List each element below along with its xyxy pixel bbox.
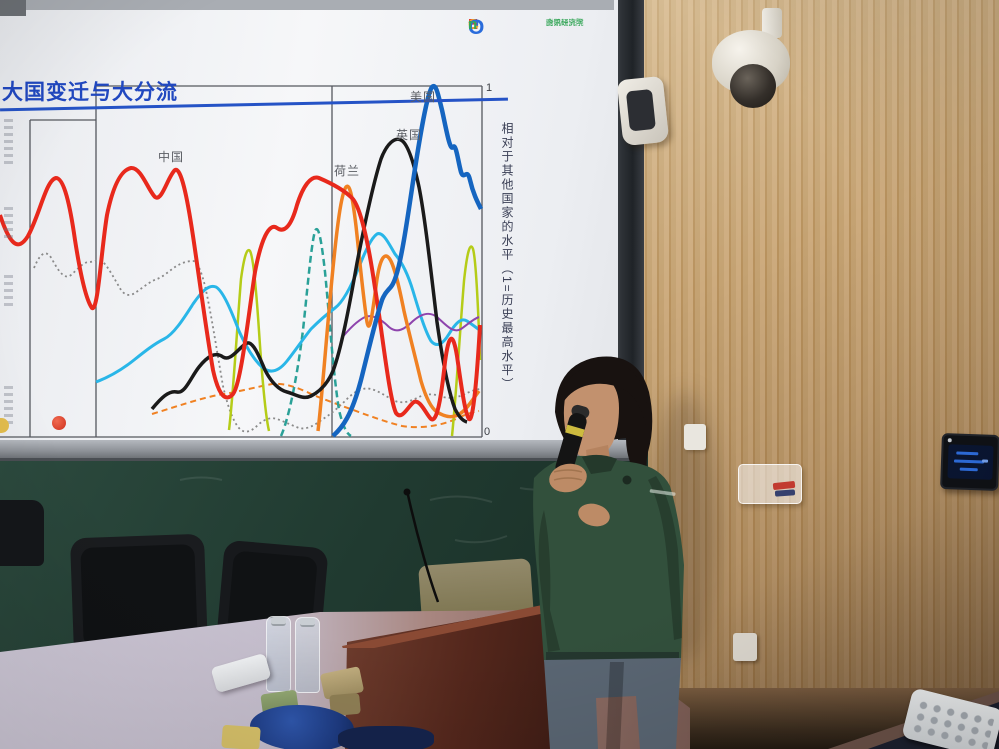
yellow-item	[221, 724, 261, 749]
logo-tagline-line1: 腾讯研究院	[546, 18, 584, 27]
screen-top-frame	[0, 0, 614, 10]
series-line-gray-dotted	[33, 252, 482, 433]
shirt-collar	[582, 454, 617, 474]
wall-sensor-device	[616, 75, 670, 147]
chair-partial	[0, 500, 44, 566]
presenter-jeans	[544, 658, 681, 749]
label-uk: 英国	[396, 128, 423, 142]
slide-title: 大国变迁与大分流	[2, 81, 178, 104]
series-line-uk	[150, 137, 468, 424]
marker-tray	[738, 464, 802, 504]
logo-tagline-line2: 企鹅经济学	[546, 18, 584, 27]
screen-bottom-frame	[0, 440, 630, 461]
bottle-cap	[271, 617, 286, 626]
label-china: 中国	[158, 150, 185, 164]
jeans-seam-shadow	[606, 662, 624, 749]
light-switch	[684, 424, 706, 450]
logo-letter: -	[468, 16, 472, 28]
left-legend-fragment	[4, 118, 13, 164]
series-line-lime-2	[450, 245, 482, 437]
water-bottle	[266, 616, 291, 692]
shirt-sleeve-text	[649, 489, 676, 496]
series-line-lime	[227, 248, 271, 432]
dark-cloth	[338, 726, 434, 749]
logo-letter: E	[468, 16, 479, 33]
presenter-hair-front	[561, 363, 648, 426]
dome-camera	[706, 8, 798, 120]
slide-logo-dot-yellow	[0, 418, 9, 433]
slide-logo-dot-red	[52, 416, 66, 430]
left-legend-fragment	[4, 272, 13, 306]
remote-buttons	[910, 698, 995, 749]
blue-marker	[774, 489, 796, 497]
handheld-microphone	[555, 404, 590, 476]
camera-mount-stem	[762, 8, 782, 38]
logo-letter: n	[468, 16, 478, 33]
hand-finger-lines	[553, 469, 583, 481]
camera-lens-dome	[730, 64, 776, 108]
chalk-marks	[179, 476, 557, 544]
right-axis-label: 相对于其他国家的水平（1=历史最高水平）	[500, 122, 514, 392]
left-legend-fragment	[4, 384, 13, 424]
control-panel-screen	[947, 444, 994, 480]
series-line-teal-dashdot	[279, 228, 352, 438]
presenter	[533, 356, 684, 749]
logo-letter: O	[468, 16, 485, 39]
axis-tick-0: 0	[484, 426, 491, 438]
shirt-fold-shadow	[538, 476, 682, 652]
projection-slide	[0, 0, 618, 443]
series-line-china	[0, 166, 482, 422]
label-usa: 美国	[410, 90, 437, 104]
panel-indicator-dot	[947, 438, 952, 443]
left-legend-fragment	[4, 204, 13, 238]
shirt-chest-logo	[622, 475, 632, 485]
wall-socket	[733, 633, 757, 661]
presenter-hand-low	[578, 503, 610, 527]
blue-cloth	[250, 705, 354, 749]
logo-letter: C	[468, 16, 479, 33]
presenter-shirt	[533, 455, 684, 662]
sensor-front-panel	[625, 88, 656, 132]
wall-lighting-gradient	[628, 0, 999, 749]
wall-control-panel	[940, 433, 999, 491]
slide-chart	[0, 83, 484, 438]
water-bottle	[295, 617, 320, 693]
logo-letter: D	[468, 16, 479, 33]
presenter-belt	[546, 652, 679, 662]
screen-top-corner-shadow	[0, 0, 26, 16]
bottle-cap	[300, 618, 315, 627]
axis-tick-1: 1	[486, 82, 493, 94]
label-netherlands: 荷兰	[334, 164, 361, 178]
series-line-cyan	[95, 232, 482, 384]
